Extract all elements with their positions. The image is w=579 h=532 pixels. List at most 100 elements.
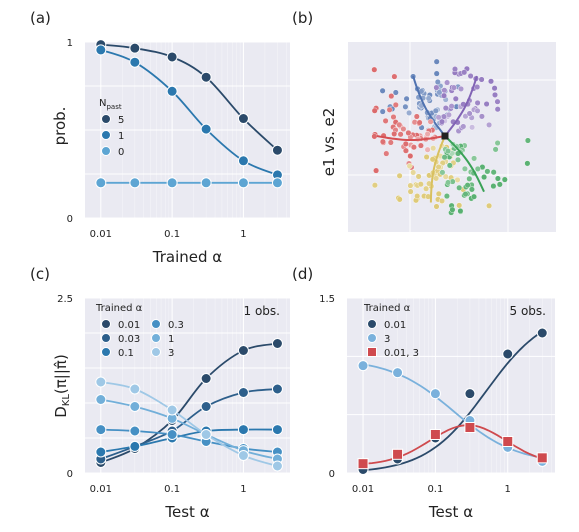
x-tick-label: 0.1 — [164, 229, 180, 240]
scatter-point — [462, 191, 469, 198]
y-axis-label: e1 vs. e2 — [320, 108, 338, 177]
scatter-point — [400, 125, 407, 132]
y-axis-label: prob. — [51, 107, 69, 146]
data-point — [271, 338, 283, 349]
scatter-point — [474, 107, 481, 114]
data-point — [129, 56, 141, 68]
data-point — [129, 440, 141, 452]
scatter-point — [456, 184, 463, 191]
data-point — [95, 177, 107, 189]
data-point — [271, 424, 283, 436]
scatter-point — [396, 196, 403, 203]
legend-title-main: N — [99, 98, 106, 109]
panel-letter: (a) — [30, 9, 51, 27]
scatter-point — [383, 150, 390, 157]
scatter-point — [433, 58, 440, 65]
y-tick-label: 1.5 — [319, 294, 335, 305]
y-tick-label: 0 — [329, 469, 335, 480]
legend-marker — [101, 347, 111, 357]
scatter-point — [435, 114, 442, 121]
scatter-point — [387, 139, 394, 146]
scatter-point — [441, 154, 448, 161]
data-point — [271, 460, 283, 472]
legend-title: Trained α — [95, 303, 143, 314]
scatter-point — [402, 140, 409, 147]
data-point — [502, 436, 514, 447]
scatter-point — [407, 182, 414, 189]
data-point — [237, 450, 249, 461]
scatter-point — [467, 72, 474, 79]
scatter-point — [402, 147, 409, 154]
scatter-point — [430, 145, 437, 152]
scatter-point — [442, 173, 449, 180]
scatter-point — [406, 109, 413, 116]
data-point — [166, 85, 178, 97]
scatter-point — [413, 113, 420, 120]
scatter-point — [371, 107, 378, 114]
scatter-point — [396, 172, 403, 179]
scatter-point — [416, 119, 423, 126]
scatter-point — [433, 84, 440, 91]
scatter-point — [439, 197, 446, 204]
scatter-point — [478, 76, 485, 83]
data-point — [95, 44, 107, 56]
scatter-point — [371, 133, 378, 140]
legend-label: 5 — [118, 115, 124, 126]
scatter-point — [435, 190, 442, 197]
data-point — [237, 424, 249, 436]
trajectory-line — [429, 135, 446, 203]
legend-marker — [367, 319, 377, 329]
scatter-point — [425, 95, 432, 102]
data-point — [502, 348, 514, 360]
data-point — [237, 155, 249, 167]
data-point — [129, 42, 141, 54]
data-point — [429, 388, 441, 400]
scatter-point — [442, 105, 449, 112]
legend-label: 1 — [118, 131, 124, 142]
scatter-point — [439, 118, 446, 125]
scatter-point — [445, 179, 452, 186]
data-point — [536, 327, 548, 339]
scatter-point — [444, 79, 451, 86]
scatter-point — [458, 85, 465, 92]
x-tick-label: 1 — [240, 484, 246, 495]
legend-label: 1 — [168, 334, 174, 345]
scatter-point — [492, 146, 499, 153]
scatter-point — [484, 168, 491, 175]
legend-label: 0.01 — [384, 320, 406, 331]
data-point — [271, 177, 283, 189]
panel-letter: (b) — [292, 9, 313, 27]
scatter-point — [471, 155, 478, 162]
data-point — [429, 429, 441, 440]
scatter-point — [466, 175, 473, 182]
scatter-point — [474, 83, 481, 90]
legend-marker — [151, 319, 161, 329]
legend-marker — [101, 114, 111, 124]
x-tick-label: 1 — [505, 484, 511, 495]
scatter-point — [492, 91, 499, 98]
scatter-point — [452, 66, 459, 73]
data-point — [237, 113, 249, 125]
scatter-point — [403, 95, 410, 102]
legend-label: 0.01, 3 — [384, 348, 419, 359]
scatter-point — [494, 106, 501, 113]
scatter-point — [486, 202, 493, 209]
x-tick-label: 0.1 — [164, 484, 180, 495]
data-point — [200, 71, 212, 83]
scatter-point — [460, 123, 467, 130]
data-point — [271, 144, 283, 156]
data-point — [464, 422, 476, 433]
scatter-point — [524, 137, 531, 144]
y-axis-label-part: D — [52, 406, 70, 418]
scatter-point — [432, 107, 439, 114]
data-point — [200, 401, 212, 412]
scatter-point — [424, 146, 431, 153]
data-point — [536, 452, 548, 464]
legend-marker — [367, 333, 377, 343]
scatter-point — [441, 92, 448, 99]
scatter-point — [371, 182, 378, 189]
scatter-point — [461, 165, 468, 172]
scatter-point — [405, 129, 412, 136]
data-point — [392, 448, 404, 460]
scatter-point — [494, 139, 501, 146]
